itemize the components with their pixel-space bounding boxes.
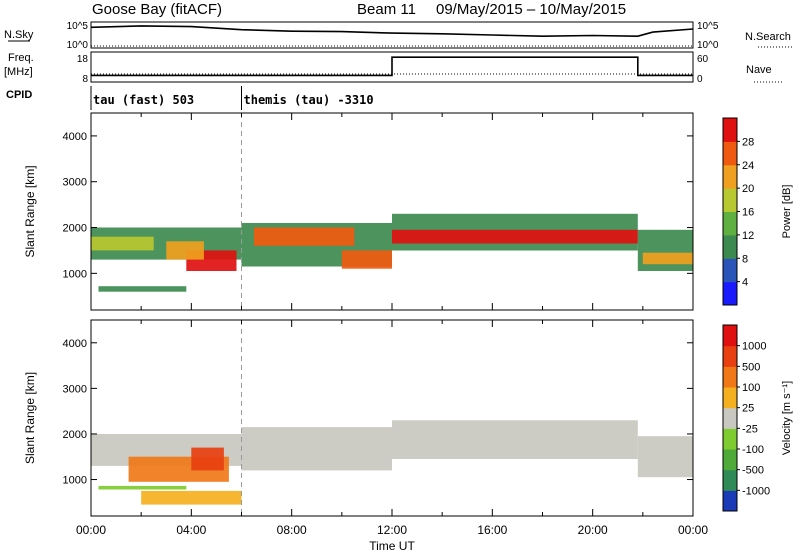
velocity-colorbar: 1000 500 100 25 -25 -100 -500 -1000 Velocity [m … (722, 324, 793, 512)
date-range: 09/May/2015 – 10/May/2015 (436, 1, 626, 18)
echo-region (166, 241, 204, 260)
freq-panel-frame (90, 51, 694, 83)
colorbar-swatch (723, 141, 737, 166)
time-axis: 00:00 04:00 08:00 12:00 16:00 20:00 00:00 (76, 523, 708, 537)
colorbar-tick-label: 25 (742, 403, 754, 415)
y-tick-label: 3000 (63, 177, 87, 189)
freq-unit: [MHz] (4, 66, 33, 78)
y-tick-label: 4000 (63, 338, 87, 350)
nsky-tick-top-left: 10^5 (67, 21, 89, 32)
cpid-label: CPID (6, 89, 32, 101)
y-tick-label: 3000 (63, 383, 87, 395)
nsky-tick-top-right: 10^5 (697, 21, 719, 32)
beam-label: Beam 11 (357, 1, 416, 18)
echo-region (637, 436, 693, 478)
colorbar-swatch (723, 325, 737, 347)
colorbar-swatch (723, 366, 737, 388)
colorbar-tick-label: 100 (742, 382, 760, 394)
echo-region (637, 229, 693, 271)
cpid-row: tau (fast) 503 themis (tau) -3310 (90, 86, 374, 110)
colorbar-swatch (723, 490, 737, 512)
colorbar-label: Power [dB] (781, 185, 793, 239)
station-title: Goose Bay (fitACF) (92, 1, 222, 18)
colorbar-swatch (723, 345, 737, 367)
colorbar-label: Velocity [m s⁻¹] (781, 381, 793, 455)
y-axis-label: Slant Range [km] (23, 165, 37, 257)
colorbar-tick-label: 4 (742, 277, 748, 289)
colorbar-swatch (723, 258, 737, 283)
echo-region (392, 229, 638, 244)
colorbar-swatch (723, 387, 737, 409)
y-tick-label: 1000 (63, 475, 87, 487)
echo-region (241, 427, 392, 471)
x-axis-label: Time UT (369, 539, 415, 553)
colorbar-tick-label: 1000 (742, 341, 766, 353)
y-tick-label: 2000 (63, 429, 87, 441)
colorbar-swatch (723, 234, 737, 259)
colorbar-swatch (723, 407, 737, 429)
colorbar-tick-label: 16 (742, 207, 754, 219)
colorbar-tick-label: -25 (742, 423, 758, 435)
power-colorbar: 4 8 12 16 20 24 28 Power [dB] (722, 117, 793, 306)
cpid-segment-label: themis (tau) -3310 (244, 93, 374, 107)
colorbar-swatch (723, 469, 737, 491)
velocity-panel: 1000 2000 3000 4000 Slant Range [km] (23, 319, 694, 517)
echo-region (91, 236, 154, 251)
x-tick-label: 00:00 (76, 523, 106, 537)
nsky-panel-frame (90, 21, 694, 49)
power-panel: 1000 2000 3000 4000 Slant Range [km] (23, 112, 694, 311)
colorbar-tick-label: 24 (742, 160, 754, 172)
freq-label: Freq. (8, 52, 34, 64)
x-tick-label: 00:00 (678, 523, 708, 537)
nsearch-label: N.Search (745, 31, 791, 43)
echo-region (141, 490, 242, 505)
echo-region (98, 286, 187, 292)
colorbar-tick-label: 12 (742, 230, 754, 242)
nave-tick-top: 60 (697, 54, 709, 65)
nave-label: Nave (746, 64, 772, 76)
colorbar-tick-label: -100 (742, 444, 764, 456)
colorbar-tick-label: 20 (742, 183, 754, 195)
panel-frame (90, 112, 694, 311)
colorbar-tick-label: 28 (742, 136, 754, 148)
x-tick-label: 04:00 (176, 523, 206, 537)
colorbar-swatch (723, 188, 737, 212)
nsky-tick-bottom-left: 10^0 (67, 40, 89, 51)
freq-tick-top: 18 (77, 54, 89, 65)
y-tick-label: 1000 (63, 268, 87, 280)
echo-region (341, 250, 392, 269)
y-tick-label: 4000 (63, 131, 87, 143)
freq-tick-bottom: 8 (82, 74, 88, 85)
echo-region (191, 447, 224, 471)
echo-region (392, 420, 638, 459)
colorbar-swatch (723, 164, 737, 189)
colorbar-tick-label: -500 (742, 465, 764, 477)
colorbar-frame (722, 324, 738, 512)
colorbar-swatch (723, 281, 737, 306)
echo-region (98, 485, 187, 490)
colorbar-swatch (723, 428, 737, 450)
nsky-label: N.Sky (4, 29, 34, 41)
freq-series-line (91, 56, 693, 77)
x-tick-label: 20:00 (578, 523, 608, 537)
nsky-series-line (90, 25, 694, 38)
nsky-tick-bottom-right: 10^0 (697, 40, 719, 51)
echo-region (254, 227, 355, 246)
nave-tick-bottom: 0 (697, 74, 703, 85)
y-tick-label: 2000 (63, 223, 87, 235)
x-tick-label: 12:00 (377, 523, 407, 537)
colorbar-tick-label: 8 (742, 253, 748, 265)
colorbar-swatch (723, 449, 737, 471)
colorbar-swatch (723, 211, 737, 236)
colorbar-tick-label: -1000 (742, 485, 770, 497)
x-tick-label: 08:00 (277, 523, 307, 537)
colorbar-tick-label: 500 (742, 361, 760, 373)
cpid-segment-label: tau (fast) 503 (93, 93, 194, 107)
echo-region (642, 252, 693, 265)
y-axis-label: Slant Range [km] (23, 372, 37, 464)
x-tick-label: 16:00 (477, 523, 507, 537)
colorbar-swatch (723, 118, 737, 142)
